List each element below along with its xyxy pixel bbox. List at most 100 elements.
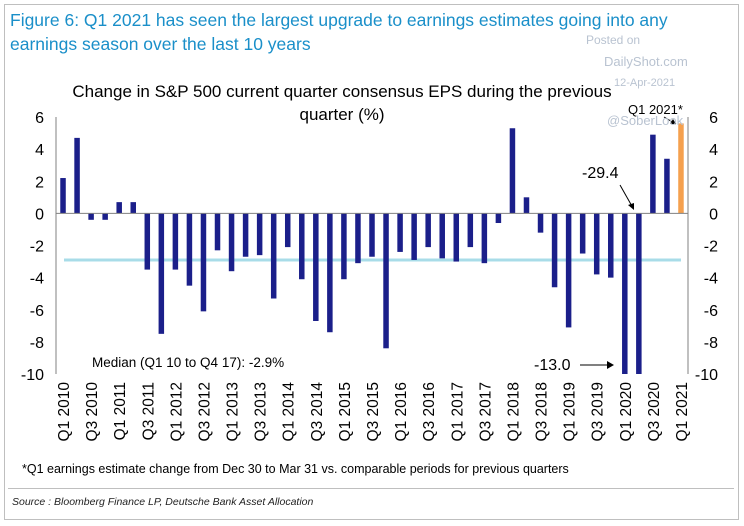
bar-q3-2017 <box>481 213 488 264</box>
bar-q1-2021 <box>678 123 684 214</box>
x-tick-label: Q3 2013 <box>253 382 270 441</box>
bar-q1-2015 <box>341 213 347 280</box>
bar-q4-2010 <box>102 213 108 220</box>
bar-q4-2020 <box>664 158 670 214</box>
x-tick-label: Q1 2020 <box>618 382 635 442</box>
x-tick-label: Q3 2014 <box>309 382 326 442</box>
bar-q4-2014 <box>327 213 333 333</box>
bar-q4-2015 <box>383 213 389 349</box>
bar-q3-2010 <box>88 213 94 220</box>
y-tick-right: -2 <box>704 239 718 256</box>
y-tick-right: -10 <box>695 367 718 384</box>
bar-q3-2013 <box>256 213 263 256</box>
x-tick-label: Q1 2013 <box>225 382 242 441</box>
x-tick-label: Q3 2010 <box>84 382 101 442</box>
y-tick-left: 6 <box>35 110 44 127</box>
bar-q2-2013 <box>242 213 249 257</box>
x-tick-label: Q3 2017 <box>477 382 494 441</box>
bar-q1-2013 <box>228 213 235 272</box>
watermark-posted: Posted on <box>586 33 641 47</box>
bar-q3-2018 <box>537 213 544 233</box>
y-tick-right: -4 <box>704 271 718 288</box>
watermark-date: 12-Apr-2021 <box>614 77 676 89</box>
x-tick-label: Q1 2010 <box>56 382 73 442</box>
figure-frame <box>4 4 739 520</box>
median-label: Median (Q1 10 to Q4 17): -2.9% <box>92 355 284 370</box>
bar-q2-2014 <box>299 213 305 280</box>
x-tick-label: Q1 2019 <box>562 382 579 441</box>
bar-q2-2010 <box>74 137 80 214</box>
y-tick-left: -10 <box>21 367 44 384</box>
y-tick-left: -4 <box>30 271 44 288</box>
bar-q3-2012 <box>200 213 207 312</box>
x-tick-label: Q3 2012 <box>196 382 213 441</box>
bar-q3-2019 <box>593 213 600 275</box>
bar-q4-2019 <box>608 213 614 278</box>
separator-line <box>8 488 734 489</box>
bar-q2-2011 <box>130 202 136 214</box>
x-tick-label: Q3 2020 <box>646 382 663 442</box>
footnote: *Q1 earnings estimate change from Dec 30… <box>22 462 569 476</box>
y-tick-left: 4 <box>35 142 44 159</box>
x-tick-label: Q3 2016 <box>421 382 438 441</box>
x-tick-label: Q1 2011 <box>112 382 129 440</box>
bar-q2-2020 <box>636 213 642 374</box>
y-tick-right: 0 <box>709 206 718 223</box>
bar-q3-2016 <box>425 213 431 248</box>
annotation-minus-29-4: -29.4 <box>582 165 619 182</box>
bar-q2-2016 <box>411 213 417 260</box>
x-tick-label: Q1 2017 <box>449 382 466 441</box>
y-tick-right: 4 <box>709 142 718 159</box>
annotation-minus-13-0: -13.0 <box>534 357 571 374</box>
figure-title: Figure 6: Q1 2021 has seen the largest u… <box>10 10 668 54</box>
bar-q1-2012 <box>172 213 179 270</box>
y-tick-left: 0 <box>35 206 44 223</box>
x-tick-label: Q1 2018 <box>505 382 522 441</box>
arrowhead-minus-13-0 <box>607 361 614 369</box>
bar-q1-2014 <box>284 213 291 248</box>
y-tick-right: -6 <box>704 303 718 320</box>
bar-q1-2018 <box>509 128 516 214</box>
y-tick-right: 2 <box>709 174 718 191</box>
bar-q3-2020 <box>650 134 656 214</box>
y-tick-left: -2 <box>30 239 44 256</box>
bar-q1-2016 <box>397 213 403 252</box>
watermark-site: DailyShot.com <box>604 54 688 69</box>
bar-q3-2015 <box>369 213 375 257</box>
bar-q4-2018 <box>551 213 558 288</box>
bar-q4-2012 <box>214 213 221 251</box>
bar-q2-2015 <box>355 213 361 264</box>
bar-q3-2014 <box>313 213 319 321</box>
annotation-q1-2021: Q1 2021* <box>628 102 683 117</box>
bar-q2-2017 <box>467 213 474 248</box>
x-tick-label: Q1 2021 <box>674 382 691 441</box>
x-tick-label: Q3 2015 <box>365 382 382 441</box>
bar-q4-2017 <box>495 213 502 224</box>
y-tick-right: -8 <box>704 335 718 352</box>
bar-q1-2010 <box>60 178 66 214</box>
bar-q2-2018 <box>523 197 530 214</box>
watermark-handle: @SoberLook <box>607 113 684 128</box>
x-tick-label: Q1 2015 <box>337 382 354 441</box>
y-tick-left: -6 <box>30 303 44 320</box>
bar-q1-2017 <box>453 213 460 262</box>
x-tick-label: Q3 2011 <box>140 382 157 440</box>
x-tick-label: Q3 2019 <box>590 382 607 441</box>
x-tick-label: Q1 2012 <box>168 382 185 441</box>
bar-q4-2016 <box>439 213 445 259</box>
arrowhead-minus-29-4 <box>628 203 634 210</box>
bar-q1-2019 <box>565 213 572 328</box>
bar-q4-2013 <box>270 213 277 299</box>
y-tick-right: 6 <box>709 110 718 127</box>
bar-q1-2011 <box>116 202 122 214</box>
x-tick-label: Q1 2014 <box>281 382 298 442</box>
x-tick-label: Q3 2018 <box>534 382 551 441</box>
bar-q1-2020 <box>622 213 628 374</box>
bar-q2-2019 <box>579 213 586 254</box>
bar-q3-2011 <box>144 213 151 270</box>
arrowhead-q1-2021 <box>670 119 676 124</box>
x-tick-label: Q1 2016 <box>393 382 410 441</box>
bar-q2-2012 <box>186 213 193 286</box>
y-tick-left: -8 <box>30 335 44 352</box>
